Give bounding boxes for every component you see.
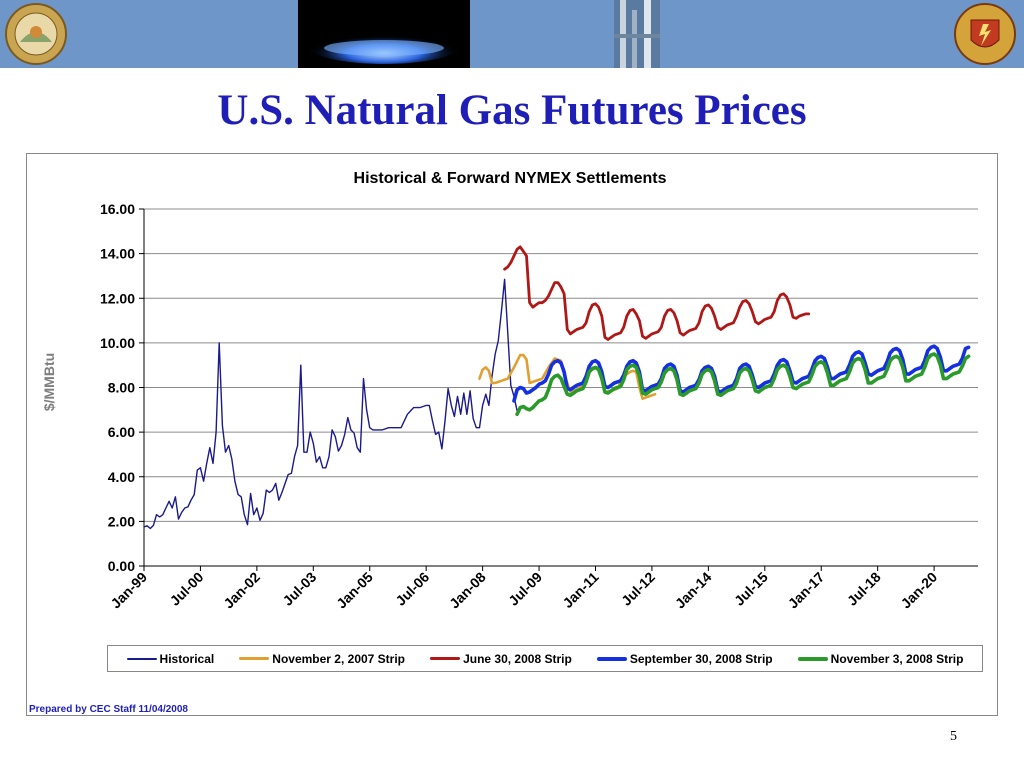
series-line-nov-2008-strip	[515, 352, 971, 417]
legend-item-nov-2007: November 2, 2007 Strip	[239, 652, 405, 666]
y-tick-label: 16.00	[100, 201, 135, 217]
x-tick-label: Jul-06	[392, 569, 432, 609]
x-tick-label: Jan-14	[672, 569, 715, 612]
series-line-sep-2008-strip	[512, 344, 971, 403]
x-tick-label: Jan-99	[107, 569, 150, 612]
header-banner	[0, 0, 1024, 68]
x-tick-label: Jul-12	[618, 569, 658, 609]
legend-swatch	[430, 657, 461, 660]
legend-swatch	[239, 657, 270, 660]
y-tick-label: 14.00	[100, 246, 135, 262]
x-tick-label: Jan-08	[446, 569, 489, 612]
legend-label: Historical	[159, 651, 215, 666]
legend-item-historical: Historical	[126, 651, 215, 666]
legend-swatch	[797, 656, 828, 661]
legend-item-sep-2008: September 30, 2008 Strip	[596, 651, 773, 666]
page-number: 5	[950, 729, 957, 744]
y-tick-label: 10.00	[100, 335, 135, 351]
y-tick-label: 0.00	[108, 558, 135, 574]
x-tick-label: Jul-18	[844, 569, 884, 609]
x-tick-label: Jan-02	[220, 569, 263, 612]
legend-label: November 2, 2007 Strip	[272, 651, 406, 666]
x-tick-label: Jul-09	[505, 569, 545, 609]
slide-title: U.S. Natural Gas Futures Prices	[217, 87, 807, 134]
state-agency-seal	[954, 3, 1016, 65]
y-tick-label: 6.00	[108, 424, 135, 440]
legend-label: November 3, 2008 Strip	[830, 651, 964, 666]
y-tick-label: 12.00	[100, 290, 135, 306]
series-line-historical	[143, 278, 518, 530]
series-line-jun-2008-strip	[503, 245, 811, 341]
x-tick-label: Jan-17	[785, 569, 828, 612]
x-tick-label: Jul-03	[280, 569, 320, 609]
y-axis-label: $/MMBtu	[41, 352, 57, 412]
gas-stove-flame-photo	[298, 0, 470, 68]
chart-axes: 0.00 2.00 4.00 6.00 8.00 10.00 12.00 14.00 16.00…	[100, 201, 978, 611]
legend-label: September 30, 2008 Strip	[629, 651, 773, 666]
x-tick-label: Jan-20	[898, 569, 941, 612]
legend-item-nov-2008: November 3, 2008 Strip	[797, 651, 964, 666]
x-tick-label: Jul-15	[731, 569, 771, 609]
x-tick-label: Jul-00	[167, 569, 207, 609]
x-tick-label: Jan-05	[333, 569, 376, 612]
y-tick-label: 4.00	[108, 469, 135, 485]
chart-frame	[26, 153, 998, 716]
legend-swatch	[596, 656, 627, 661]
chart-gridlines	[144, 208, 978, 522]
refinery-pipes-photo	[614, 0, 660, 68]
california-energy-commission-seal	[5, 3, 67, 65]
legend-item-jun-2008: June 30, 2008 Strip	[430, 652, 572, 666]
legend-label: June 30, 2008 Strip	[463, 651, 572, 666]
y-tick-label: 2.00	[108, 513, 135, 529]
chart-legend: Historical November 2, 2007 Strip June 3…	[107, 645, 983, 672]
chart-series	[143, 245, 971, 530]
y-tick-label: 8.00	[108, 380, 135, 396]
chart-title: Historical & Forward NYMEX Settlements	[353, 170, 667, 187]
prepared-by-credit: Prepared by CEC Staff 11/04/2008	[29, 704, 188, 715]
x-tick-label: Jan-11	[559, 569, 601, 611]
legend-swatch	[126, 657, 157, 660]
